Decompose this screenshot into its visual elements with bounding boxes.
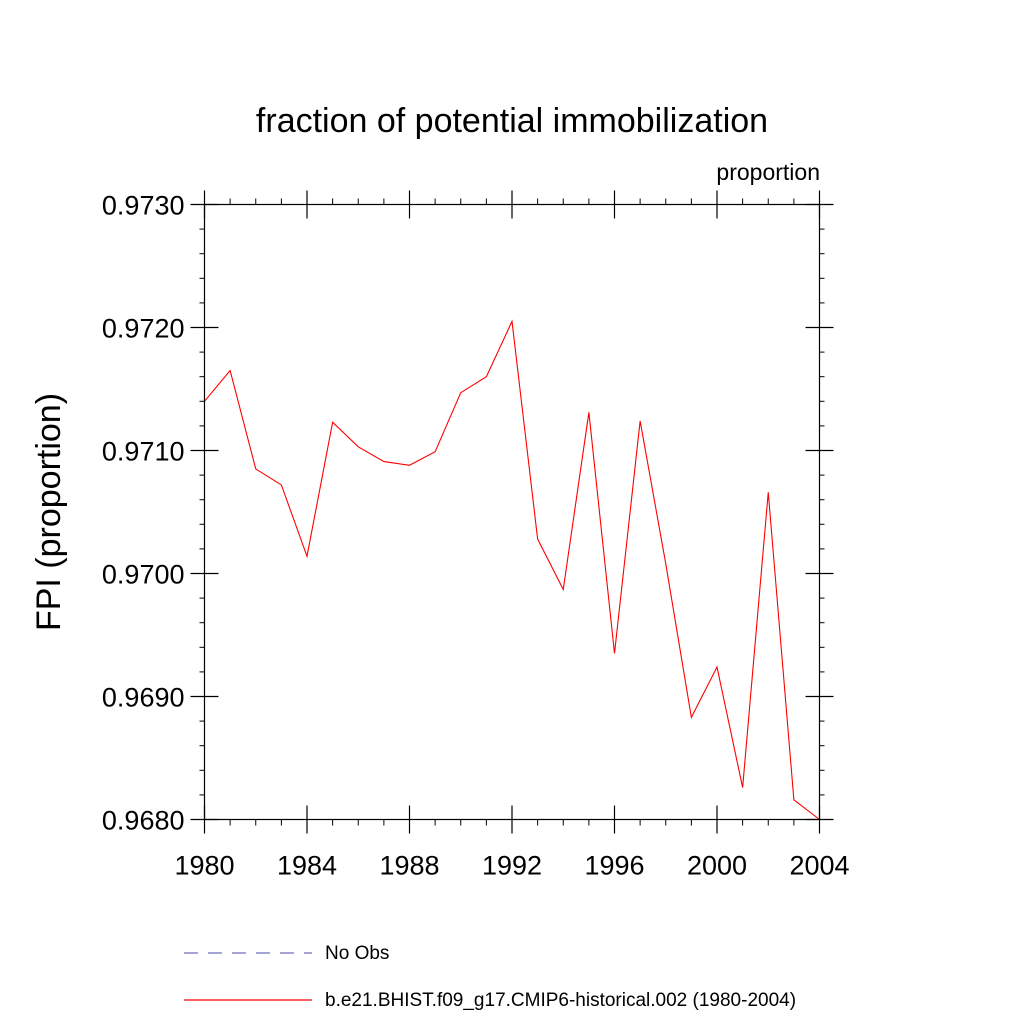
y-tick-label: 0.9690 — [102, 683, 185, 713]
y-tick-label: 0.9680 — [102, 806, 185, 836]
x-tick-label: 1984 — [277, 851, 337, 881]
plot-frame — [203, 203, 821, 821]
plot-series — [204, 319, 820, 820]
y-tick-label: 0.9700 — [102, 560, 185, 590]
y-axis: 0.9680 0.9690 0.9700 0.9710 0.9720 0.9730 — [102, 191, 834, 836]
x-tick-label: 2000 — [687, 851, 747, 881]
legend-label-historical: b.e21.BHIST.f09_g17.CMIP6-historical.002… — [325, 990, 796, 1011]
x-tick-label: 1988 — [379, 851, 439, 881]
chart-title: fraction of potential immobilization — [256, 102, 768, 140]
x-tick-label: 1980 — [174, 851, 234, 881]
chart-subtitle-right: proportion — [716, 159, 820, 185]
x-tick-label: 1992 — [482, 851, 542, 881]
x-axis: 1980 1984 1988 1992 1996 2000 2004 — [174, 190, 850, 881]
y-tick-label: 0.9710 — [102, 437, 185, 467]
y-tick-label: 0.9720 — [102, 314, 185, 344]
legend-label-no-obs: No Obs — [325, 943, 389, 964]
x-tick-label: 2004 — [789, 851, 849, 881]
y-axis-label: FPI (proportion) — [30, 393, 68, 631]
legend: No Obs b.e21.BHIST.f09_g17.CMIP6-histori… — [184, 943, 796, 1011]
x-tick-label: 1996 — [584, 851, 644, 881]
series-line-1 — [204, 319, 820, 820]
y-tick-label: 0.9730 — [102, 191, 185, 221]
